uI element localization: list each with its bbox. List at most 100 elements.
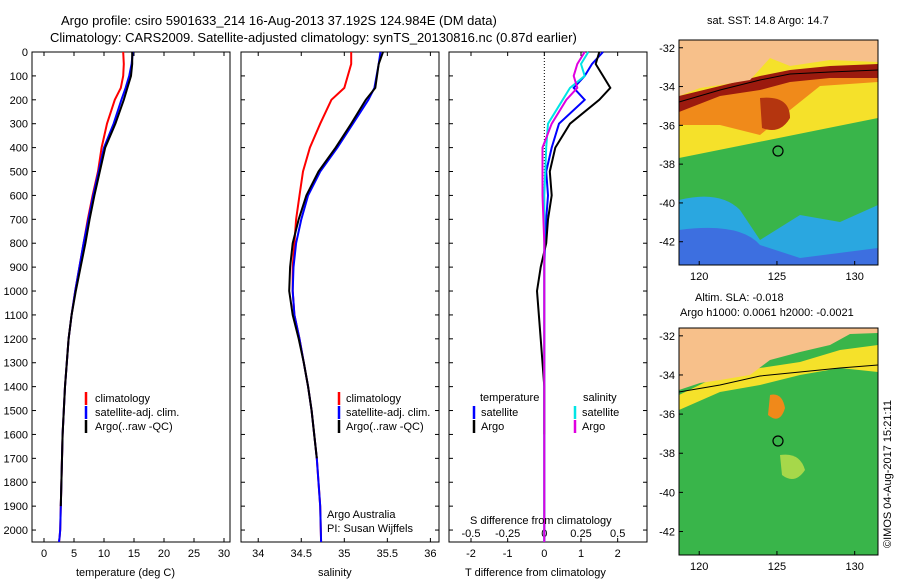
sst-eddy — [760, 97, 790, 131]
y-tick-label: 1000 — [4, 286, 28, 298]
argo-australia-note: Argo Australia — [327, 509, 396, 521]
legend3-sargo-label: Argo — [582, 421, 605, 433]
series-line — [291, 52, 353, 543]
difference-panel: -2 -1 0 1 2-0.5 -0.25 0 0.25 0.5 temperature sal… — [448, 51, 648, 579]
y-tick-label: 1900 — [4, 501, 28, 513]
x2-tick-label: 0.5 — [610, 528, 625, 540]
x-tick-label: 5 — [71, 548, 77, 560]
y-tick-label: 400 — [10, 143, 28, 155]
x-tick-label: 1 — [578, 548, 584, 560]
sla-land — [679, 328, 878, 390]
sst-argo-marker — [772, 145, 784, 157]
x-tick-label: -2 — [466, 548, 476, 560]
sst-shelf-contour — [678, 69, 879, 103]
series-line — [288, 51, 384, 459]
sla-shelf-contour — [678, 364, 879, 393]
salinity-xlabel: salinity — [318, 567, 352, 579]
map-x-tick-label: 120 — [690, 561, 708, 573]
x-tick-label: 15 — [128, 548, 140, 560]
header-line1: Argo profile: csiro 5901633_214 16-Aug-2… — [61, 13, 497, 28]
legend3-targo-label: Argo — [481, 421, 504, 433]
map-x-tick-label: 130 — [846, 561, 864, 573]
map-y-tick-label: -42 — [659, 527, 675, 539]
difference-xlabel: T difference from climatology — [465, 567, 606, 579]
y-tick-label: 200 — [10, 95, 28, 107]
temperature-panel: 0 5 10 15 20 25 300100200300400500600700800900… — [4, 47, 231, 579]
y-tick-label: 1800 — [4, 477, 28, 489]
difference-axes — [448, 51, 648, 543]
y-tick-label: 1200 — [4, 334, 28, 346]
sla-green-patch — [780, 454, 805, 479]
x-tick-label: 20 — [158, 548, 170, 560]
y-tick-label: 1600 — [4, 429, 28, 441]
series-line — [59, 52, 134, 507]
map-y-tick-label: -34 — [659, 82, 675, 94]
y-tick-label: 500 — [10, 167, 28, 179]
legend2-argo-label: Argo(..raw -QC) — [346, 421, 424, 433]
map-x-tick-label: 130 — [846, 271, 864, 283]
y-tick-label: 1300 — [4, 358, 28, 370]
sst-coldest-water — [679, 227, 878, 265]
series-line — [543, 51, 604, 542]
sla-argo-marker — [772, 435, 784, 447]
y-tick-label: 2000 — [4, 525, 28, 537]
salinity-axes — [240, 51, 440, 543]
temperature-axes — [31, 51, 231, 543]
x2-tick-label: -0.25 — [495, 528, 520, 540]
legend3-ssat-label: satellite — [582, 407, 619, 419]
sla-map-title2: Argo h1000: 0.0061 h2000: -0.0021 — [680, 307, 854, 319]
x-tick-label: 34.5 — [291, 548, 312, 560]
series-line — [541, 51, 586, 542]
map-y-tick-label: -36 — [659, 409, 675, 421]
map-y-tick-label: -38 — [659, 159, 675, 171]
x-tick-label: 0 — [541, 548, 547, 560]
legend2-clim-label: climatology — [346, 393, 402, 405]
x-tick-label: 25 — [188, 548, 200, 560]
sst-map: sat. SST: 14.8 Argo: 14.7 120 125 130 -32 -3… — [659, 15, 879, 283]
sla-map-title1: Altim. SLA: -0.018 — [695, 292, 784, 304]
sst-hot-coast — [679, 64, 878, 112]
map-y-tick-label: -34 — [659, 370, 675, 382]
credit-text: ©IMOS 04-Aug-2017 15:21:11 — [882, 400, 894, 548]
x-tick-label: -1 — [503, 548, 513, 560]
map-y-tick-label: -40 — [659, 198, 675, 210]
header-line2: Climatology: CARS2009. Satellite-adjuste… — [50, 30, 577, 45]
map-y-tick-label: -32 — [659, 43, 675, 55]
legend3-sal-header: salinity — [583, 392, 617, 404]
y-tick-label: 600 — [10, 190, 28, 202]
series-line — [291, 51, 382, 543]
legend-clim-label: climatology — [95, 393, 151, 405]
sst-land — [679, 40, 878, 96]
legend-sat-label: satellite-adj. clim. — [95, 407, 179, 419]
series-line — [535, 51, 612, 435]
x-tick-label: 2 — [615, 548, 621, 560]
map-y-tick-label: -38 — [659, 448, 675, 460]
map-x-tick-label: 125 — [768, 271, 786, 283]
series-line — [58, 51, 134, 543]
sst-map-title: sat. SST: 14.8 Argo: 14.7 — [707, 15, 829, 27]
x-tick-label: 35 — [338, 548, 350, 560]
sst-map-frame — [678, 39, 879, 266]
y-tick-label: 1700 — [4, 453, 28, 465]
x-tick-label: 34 — [252, 548, 264, 560]
legend2-sat-label: satellite-adj. clim. — [346, 407, 430, 419]
map-x-tick-label: 120 — [690, 271, 708, 283]
x-tick-label: 10 — [98, 548, 110, 560]
y-tick-label: 1500 — [4, 406, 28, 418]
map-y-tick-label: -32 — [659, 331, 675, 343]
salinity-panel: 34 34.5 35 35.5 36 salinity climatology sate… — [240, 51, 440, 579]
y-tick-label: 800 — [10, 238, 28, 250]
map-y-tick-label: -36 — [659, 120, 675, 132]
map-y-tick-label: -40 — [659, 487, 675, 499]
s-diff-label: S difference from climatology — [470, 515, 612, 527]
y-tick-label: 700 — [10, 214, 28, 226]
legend-argo-label: Argo(..raw -QC) — [95, 421, 173, 433]
y-tick-label: 100 — [10, 71, 28, 83]
legend3-tsat-label: satellite — [481, 407, 518, 419]
pi-note: PI: Susan Wijffels — [327, 523, 413, 535]
map-x-tick-label: 125 — [768, 561, 786, 573]
legend3-temp-header: temperature — [480, 392, 539, 404]
x-tick-label: 0 — [41, 548, 47, 560]
y-tick-label: 900 — [10, 262, 28, 274]
